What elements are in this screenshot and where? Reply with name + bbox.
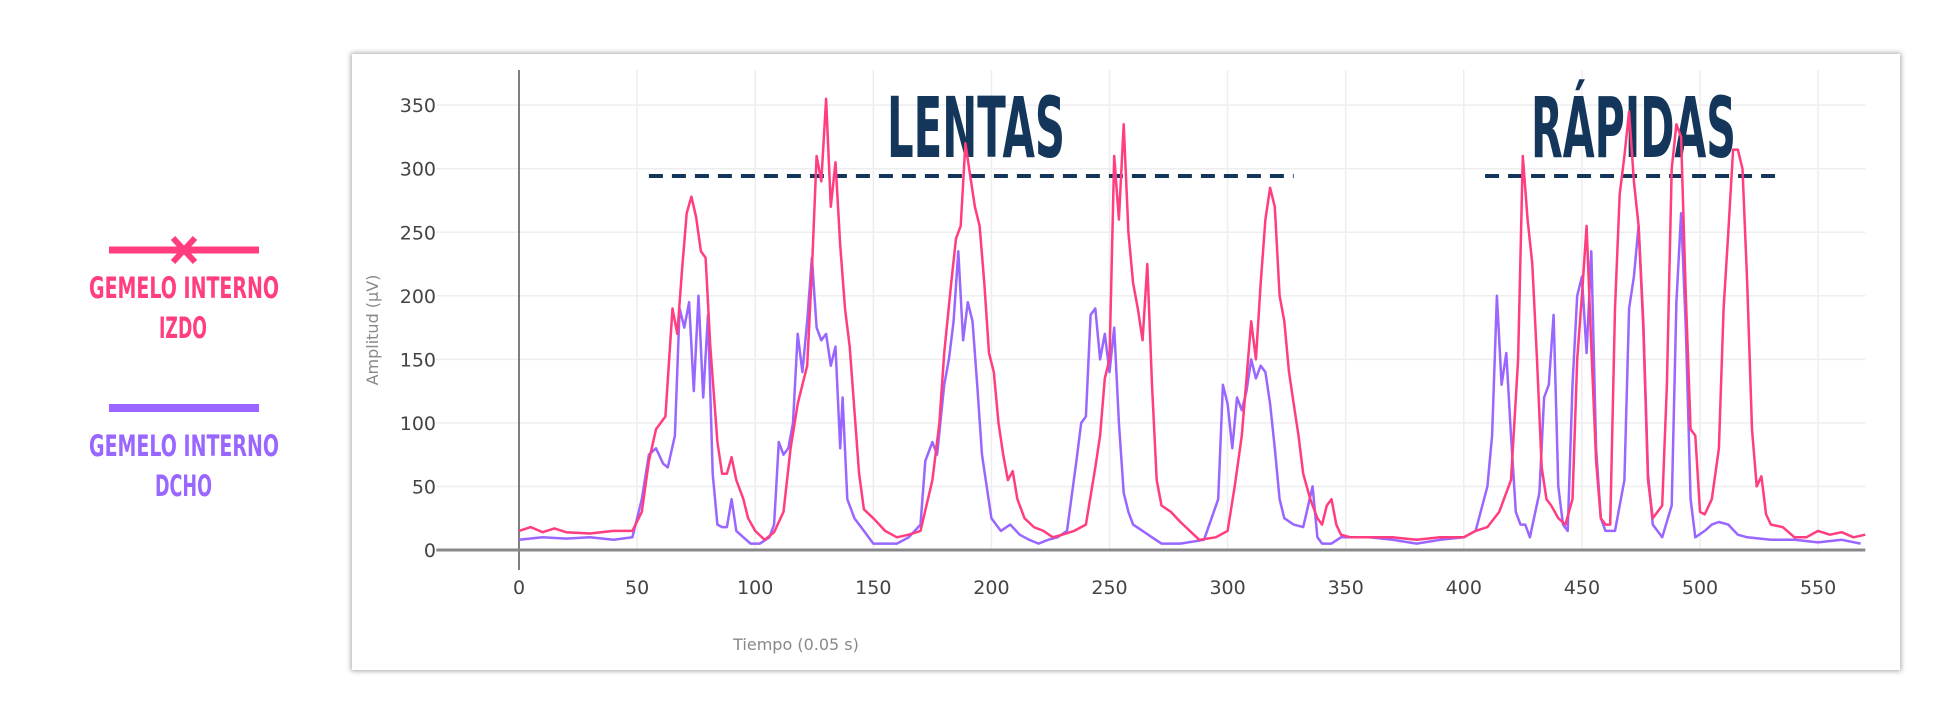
y-tick-label: 150 xyxy=(400,349,436,371)
legend-label-izdo-line1: GEMELO INTERNO xyxy=(89,271,279,305)
y-tick-label: 100 xyxy=(400,413,436,435)
y-tick-label: 0 xyxy=(424,540,436,562)
x-tick-label: 0 xyxy=(513,577,525,599)
x-tick-label: 550 xyxy=(1800,577,1836,599)
x-tick-label: 150 xyxy=(855,577,891,599)
x-tick-label: 400 xyxy=(1446,577,1482,599)
series-lines xyxy=(518,97,1866,545)
x-tick-label: 300 xyxy=(1209,577,1245,599)
y-tick-label: 250 xyxy=(400,222,436,244)
x-axis-label: Tiempo (0.05 s) xyxy=(732,635,859,654)
x-tick-label: 250 xyxy=(1091,577,1127,599)
x-cross-icon xyxy=(170,235,198,265)
tick-labels: 0 50 100 150 200 250 300 350 400 450 500 550 0 50 100 1… xyxy=(400,95,1836,599)
legend-label-dcho-line1: GEMELO INTERNO xyxy=(89,429,279,463)
legend-item-izdo: GEMELO INTERNO IZDO xyxy=(89,235,279,345)
series-line-gemelo-interno-izdo xyxy=(518,97,1866,542)
x-tick-label: 100 xyxy=(737,577,773,599)
y-tick-label: 350 xyxy=(400,95,436,117)
x-tick-label: 350 xyxy=(1328,577,1364,599)
legend-item-dcho: GEMELO INTERNO DCHO xyxy=(89,404,279,503)
y-tick-label: 50 xyxy=(412,476,436,498)
y-tick-label: 300 xyxy=(400,159,436,181)
slow-contractions-label: LENTAS xyxy=(887,79,1065,177)
legend-label-dcho-line2: DCHO xyxy=(155,469,212,503)
x-tick-label: 500 xyxy=(1682,577,1718,599)
legend: GEMELO INTERNO IZDO GEMELO INTERNO DCHO xyxy=(89,235,279,503)
y-axis-label: Amplitud (µV) xyxy=(363,275,382,386)
x-tick-label: 450 xyxy=(1564,577,1600,599)
series-line-gemelo-interno-dcho xyxy=(518,211,1861,545)
legend-label-izdo-line2: IZDO xyxy=(159,311,207,345)
x-tick-label: 50 xyxy=(625,577,649,599)
y-tick-label: 200 xyxy=(400,286,436,308)
x-tick-label: 200 xyxy=(973,577,1009,599)
